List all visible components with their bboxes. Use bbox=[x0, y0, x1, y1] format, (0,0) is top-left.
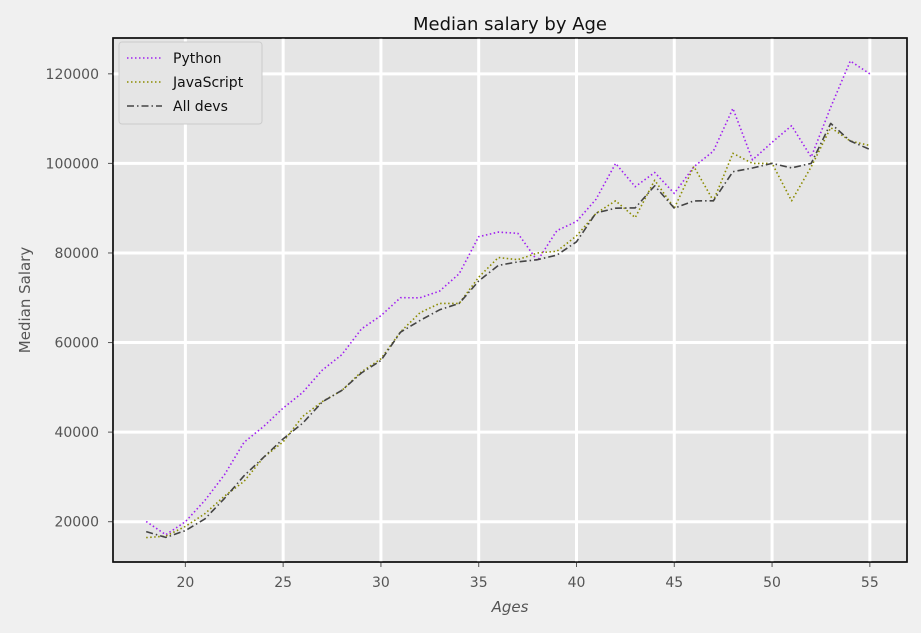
x-tick-label: 20 bbox=[176, 575, 194, 591]
legend-label-python: Python bbox=[173, 51, 222, 67]
y-tick-label: 120000 bbox=[46, 67, 99, 83]
legend-label-all-devs: All devs bbox=[173, 99, 228, 115]
x-tick-label: 45 bbox=[665, 575, 683, 591]
y-tick-label: 40000 bbox=[54, 425, 99, 441]
x-tick-label: 50 bbox=[763, 575, 781, 591]
axis-ticks: 20 25 30 35 40 45 50 55 20000 40000 60000 80000 1000… bbox=[46, 67, 879, 591]
x-tick-label: 25 bbox=[274, 575, 292, 591]
series-line-python bbox=[145, 60, 871, 536]
y-tick-label: 100000 bbox=[46, 156, 99, 172]
chart-title: Median salary by Age bbox=[413, 14, 607, 35]
x-tick-label: 40 bbox=[568, 575, 586, 591]
y-tick-label: 80000 bbox=[54, 246, 99, 262]
x-tick-label: 35 bbox=[470, 575, 488, 591]
x-tick-label: 30 bbox=[372, 575, 390, 591]
legend-box bbox=[118, 41, 263, 125]
y-tick-label: 60000 bbox=[54, 336, 99, 352]
series-line-all-devs bbox=[145, 122, 871, 539]
plot-frame bbox=[112, 37, 908, 563]
legend-label-javascript: JavaScript bbox=[172, 75, 244, 91]
y-axis-title: Median Salary bbox=[16, 247, 34, 354]
series-line-javascript bbox=[146, 126, 870, 539]
plot-area bbox=[112, 37, 908, 563]
series-lines bbox=[145, 60, 871, 539]
y-tick-label: 20000 bbox=[54, 515, 99, 531]
gridlines bbox=[113, 38, 907, 562]
x-axis-title: Ages bbox=[491, 598, 529, 616]
legend: Python JavaScript All devs bbox=[118, 41, 263, 125]
x-tick-label: 55 bbox=[861, 575, 879, 591]
